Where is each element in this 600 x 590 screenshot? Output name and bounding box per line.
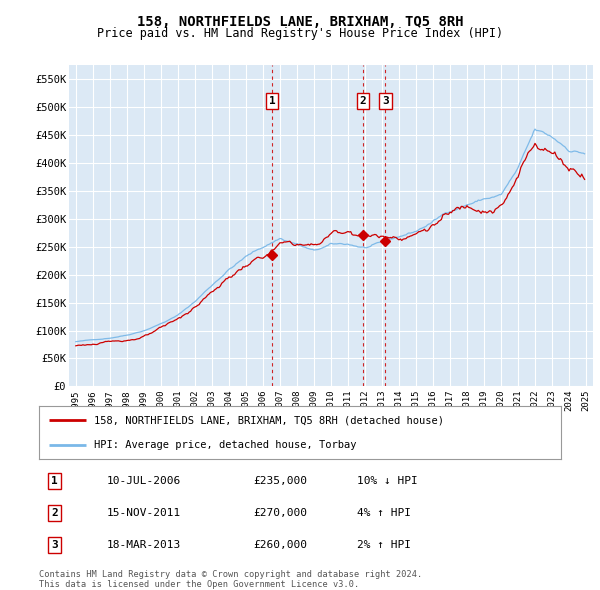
Text: £260,000: £260,000 [253,540,307,550]
Text: 10-JUL-2006: 10-JUL-2006 [107,476,181,486]
Text: 3: 3 [382,96,389,106]
Text: £235,000: £235,000 [253,476,307,486]
Text: £270,000: £270,000 [253,508,307,518]
Text: 3: 3 [51,540,58,550]
Text: 2% ↑ HPI: 2% ↑ HPI [358,540,412,550]
Text: 158, NORTHFIELDS LANE, BRIXHAM, TQ5 8RH: 158, NORTHFIELDS LANE, BRIXHAM, TQ5 8RH [137,15,463,30]
Text: 1: 1 [51,476,58,486]
Text: HPI: Average price, detached house, Torbay: HPI: Average price, detached house, Torb… [94,440,356,450]
Text: Price paid vs. HM Land Registry's House Price Index (HPI): Price paid vs. HM Land Registry's House … [97,27,503,40]
Text: 2: 2 [51,508,58,518]
Text: 4% ↑ HPI: 4% ↑ HPI [358,508,412,518]
Text: 1: 1 [269,96,275,106]
Text: 15-NOV-2011: 15-NOV-2011 [107,508,181,518]
Text: 2: 2 [359,96,366,106]
Text: This data is licensed under the Open Government Licence v3.0.: This data is licensed under the Open Gov… [39,579,359,589]
Text: 10% ↓ HPI: 10% ↓ HPI [358,476,418,486]
Text: 18-MAR-2013: 18-MAR-2013 [107,540,181,550]
Text: Contains HM Land Registry data © Crown copyright and database right 2024.: Contains HM Land Registry data © Crown c… [39,570,422,579]
Text: 158, NORTHFIELDS LANE, BRIXHAM, TQ5 8RH (detached house): 158, NORTHFIELDS LANE, BRIXHAM, TQ5 8RH … [94,415,444,425]
